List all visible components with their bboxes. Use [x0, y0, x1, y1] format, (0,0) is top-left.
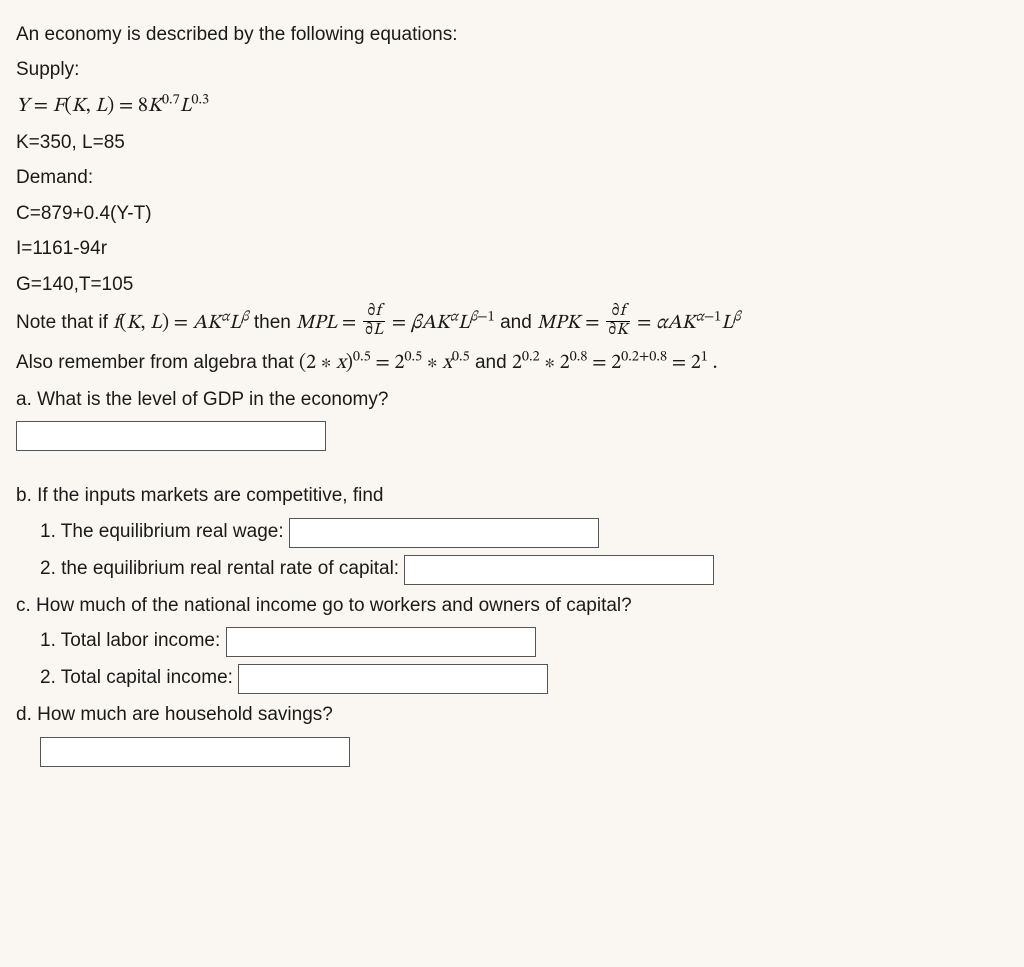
question-b: b. If the inputs markets are competitive… — [16, 481, 1008, 510]
intro-text: An economy is described by the following… — [16, 20, 1008, 49]
answer-a-input[interactable] — [16, 421, 326, 451]
supply-equation: Y = F(K, L) = 8K0.7L0.3 — [16, 91, 1008, 122]
note-prefix: Note that if — [16, 312, 113, 333]
note-then: then — [249, 312, 297, 333]
supply-label: Supply: — [16, 55, 1008, 84]
question-c: c. How much of the national income go to… — [16, 591, 1008, 620]
gov-tax-eq: G=140,T=105 — [16, 270, 1008, 299]
investment-eq: I=1161-94r — [16, 234, 1008, 263]
note-and: and — [495, 312, 537, 333]
consumption-eq: C=879+0.4(Y-T) — [16, 199, 1008, 228]
question-a: a. What is the level of GDP in the econo… — [16, 385, 1008, 414]
answer-b2-input[interactable] — [404, 555, 714, 585]
question-c1-label: 1. Total labor income: — [40, 630, 220, 651]
answer-c2-input[interactable] — [238, 664, 548, 694]
algebra-note: Also remember from algebra that (2 ∗ x)0… — [16, 348, 1008, 379]
question-b2-label: 2. the equilibrium real rental rate of c… — [40, 558, 399, 579]
question-b1-label: 1. The equilibrium real wage: — [40, 521, 284, 542]
answer-b1-input[interactable] — [289, 518, 599, 548]
demand-label: Demand: — [16, 163, 1008, 192]
note-mpl-mpk: Note that if f(K, L) = AKαLβ then MPL = … — [16, 305, 1008, 342]
question-c2-label: 2. Total capital income: — [40, 667, 233, 688]
algebra-prefix: Also remember from algebra that — [16, 352, 299, 373]
question-d: d. How much are household savings? — [16, 700, 1008, 729]
answer-c1-input[interactable] — [226, 627, 536, 657]
answer-d-input[interactable] — [40, 737, 350, 767]
param-values: K=350, L=85 — [16, 128, 1008, 157]
